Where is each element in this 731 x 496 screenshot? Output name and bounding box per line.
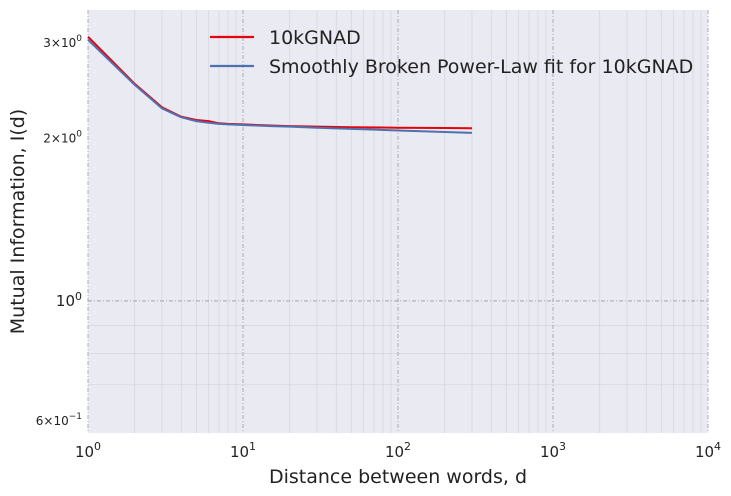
y-tick-labels: 6×10−1 100 2×100 3×100 <box>36 34 83 428</box>
legend-label: Smoothly Broken Power-Law fit for 10kGNA… <box>269 56 693 78</box>
y-tick-label: 2×100 <box>43 129 82 145</box>
series-line-2 <box>87 39 472 134</box>
x-tick-label: 100 <box>75 440 101 461</box>
x-tick-label: 103 <box>540 440 566 461</box>
y-tick-label: 3×100 <box>43 34 82 50</box>
y-tick-label: 100 <box>56 290 82 310</box>
x-tick-labels: 100 101 102 103 104 <box>75 440 721 461</box>
grid-major <box>87 10 709 433</box>
x-tick-label: 101 <box>230 440 256 461</box>
x-tick-label: 102 <box>385 440 411 461</box>
x-tick-label: 104 <box>695 440 721 461</box>
legend-label: 10kGNAD <box>269 27 361 49</box>
grid-minor <box>88 10 708 433</box>
legend: 10kGNAD Smoothly Broken Power-Law fit for… <box>210 27 693 78</box>
y-axis-label: Mutual Information, I(d) <box>7 109 29 334</box>
series-layer <box>87 35 472 134</box>
y-tick-label: 6×10−1 <box>36 412 82 428</box>
x-axis-label: Distance between words, d <box>269 466 527 488</box>
